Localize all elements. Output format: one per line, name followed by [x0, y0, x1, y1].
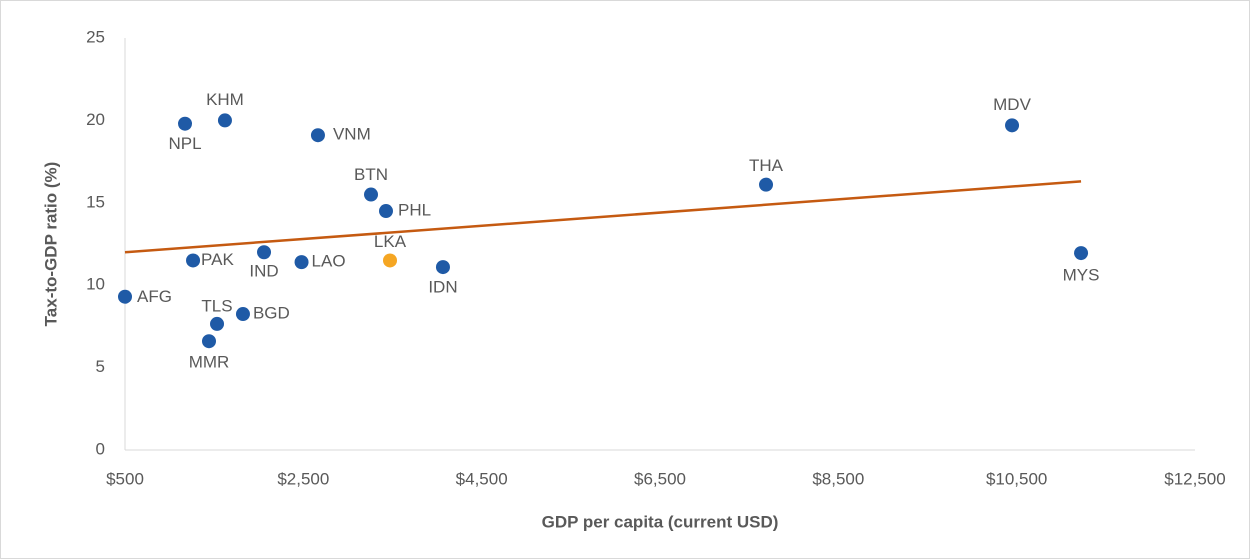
point-label: AFG [137, 287, 172, 306]
point-label: NPL [168, 134, 201, 153]
point-label: IND [249, 262, 278, 281]
point-label: MYS [1063, 266, 1100, 285]
x-tick-label: $10,500 [986, 469, 1047, 488]
point-label: BGD [253, 304, 290, 323]
scatter-point [210, 316, 225, 331]
y-tick-label: 20 [86, 110, 105, 129]
y-axis-title: Tax-to-GDP ratio (%) [41, 162, 60, 327]
scatter-point [235, 307, 250, 322]
scatter-point [201, 334, 216, 349]
x-tick-label: $8,500 [812, 469, 864, 488]
scatter-point [383, 253, 398, 268]
point-label: TLS [201, 296, 232, 315]
y-tick-label: 15 [86, 192, 105, 211]
scatter-point [257, 245, 272, 260]
point-label: IDN [428, 278, 457, 297]
x-axis-title: GDP per capita (current USD) [542, 512, 779, 531]
scatter-point [217, 113, 232, 128]
scatter-point [378, 204, 393, 219]
y-tick-label: 10 [86, 275, 105, 294]
point-label: MDV [993, 95, 1031, 114]
scatter-point [310, 128, 325, 143]
y-tick-label: 0 [96, 439, 105, 458]
scatter-point [294, 255, 309, 270]
point-label: PHL [398, 201, 431, 220]
scatter-point [435, 260, 450, 275]
scatter-point [186, 253, 201, 268]
x-tick-label: $12,500 [1164, 469, 1225, 488]
point-label: LAO [312, 252, 346, 271]
point-label: KHM [206, 90, 244, 109]
point-label: VNM [333, 125, 371, 144]
trendline [124, 180, 1082, 254]
x-tick-label: $500 [106, 469, 144, 488]
point-label: LKA [374, 232, 407, 251]
scatter-point [118, 289, 132, 304]
scatter-point [759, 177, 774, 192]
scatter-point [178, 116, 193, 131]
point-label: PAK [201, 250, 234, 269]
x-tick-label: $2,500 [277, 469, 329, 488]
scatter-point [1074, 246, 1089, 261]
point-label: BTN [354, 165, 388, 184]
x-tick-label: $4,500 [456, 469, 508, 488]
y-tick-label: 25 [86, 27, 105, 46]
x-tick-label: $6,500 [634, 469, 686, 488]
scatter-point [364, 187, 379, 202]
scatter-point [1005, 118, 1020, 133]
point-label: MMR [189, 353, 230, 372]
point-label: THA [749, 156, 784, 175]
y-tick-label: 5 [96, 357, 105, 376]
